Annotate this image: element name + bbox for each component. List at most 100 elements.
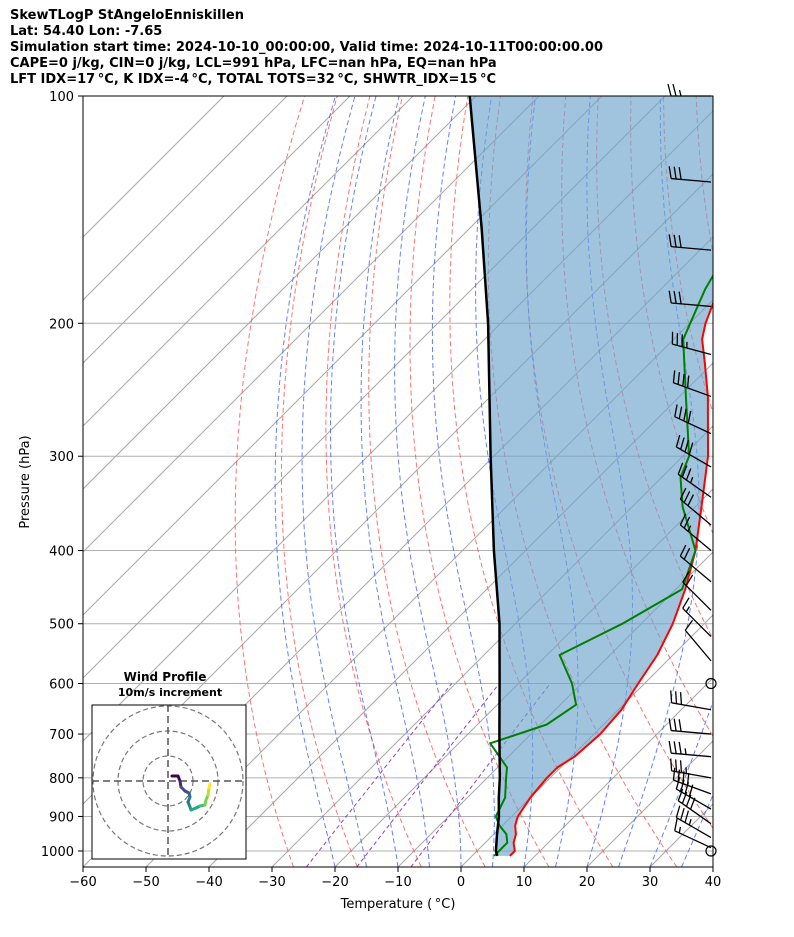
mixing-ratio-line <box>356 683 500 867</box>
moist-adiabat-line <box>274 96 336 867</box>
wind-barb-shaft <box>671 752 712 758</box>
title-indices: LFT IDX=17 °C, K IDX=-4 °C, TOTAL TOTS=3… <box>10 72 497 87</box>
wind-barb <box>668 740 712 758</box>
wind-barb <box>668 234 712 251</box>
wind-barb-flag <box>677 462 684 475</box>
wind-barb <box>671 331 712 356</box>
wind-barb-flag <box>675 434 681 448</box>
wind-barb-shaft <box>671 245 712 251</box>
wind-barb-half-flag <box>684 748 687 755</box>
wind-barb-shaft <box>672 343 712 356</box>
wind-barb <box>670 690 712 711</box>
y-tick-label: 700 <box>49 728 74 743</box>
wind-barb-flag <box>677 372 681 385</box>
wind-barb-half-flag <box>689 476 694 484</box>
parcel-profile-line <box>468 96 502 857</box>
wind-barb-flag <box>683 408 687 422</box>
wind-barb <box>672 370 712 398</box>
y-tick-label: 200 <box>49 317 74 332</box>
y-tick-label: 900 <box>49 810 74 825</box>
wind-barb-flag <box>684 782 690 795</box>
x-tick-label: −30 <box>258 875 285 890</box>
wind-barb-flag <box>683 491 691 503</box>
wind-barb-shaft <box>676 788 712 810</box>
y-tick-label: 300 <box>49 450 74 465</box>
wind-barb-shaft <box>677 473 712 498</box>
wind-barb-flag <box>675 759 678 772</box>
wind-barb-flag <box>680 779 685 792</box>
wind-barb <box>705 845 717 857</box>
wind-barb-flag <box>678 235 682 248</box>
wind-barb-flag <box>673 718 677 732</box>
wind-barb-flag <box>685 794 692 807</box>
wind-barb-shaft <box>674 416 712 435</box>
wind-barb-flag <box>678 167 682 180</box>
wind-barb-flag <box>679 487 687 500</box>
wind-barb-shaft <box>676 817 712 839</box>
dry-adiabat-line <box>663 96 713 415</box>
wind-barb <box>667 83 711 97</box>
wind-barb <box>677 462 712 498</box>
wind-barb-flag <box>685 574 694 586</box>
wind-barb-flag <box>668 234 672 247</box>
isotherm-line <box>83 96 603 616</box>
isotherm-line <box>83 96 288 301</box>
wind-barb-flag <box>674 818 678 831</box>
wind-barb-shaft <box>679 524 712 552</box>
wind-barb-flag <box>672 370 676 383</box>
wind-barb-shaft <box>676 446 712 468</box>
x-tick-label: 0 <box>457 875 465 890</box>
wind-barb-flag <box>678 719 682 732</box>
wind-barb-flag <box>688 784 694 797</box>
wind-barb-shaft <box>671 177 712 183</box>
wind-barb <box>668 290 712 308</box>
moist-adiabat-line <box>330 96 399 867</box>
cin-shaded-area <box>469 96 713 856</box>
x-tick-label: 30 <box>642 875 659 890</box>
isotherm-line <box>83 96 225 238</box>
dry-adiabat-line <box>368 96 486 867</box>
hodograph-frame <box>91 704 247 860</box>
wind-barb-flag <box>687 410 692 424</box>
x-tick-label: −20 <box>321 875 348 890</box>
wind-barb-flag <box>673 741 677 754</box>
wind-barb-flag <box>670 690 673 703</box>
wind-barb <box>679 513 712 552</box>
wind-barb-flag <box>675 691 678 704</box>
y-tick-label: 600 <box>49 678 74 693</box>
wind-barb-shaft <box>671 729 712 735</box>
wind-barb <box>668 718 712 735</box>
wind-barb-flag <box>668 740 672 754</box>
wind-barb-calm <box>705 845 717 857</box>
x-tick-label: 20 <box>579 875 596 890</box>
wind-barb-flag <box>684 439 690 453</box>
wind-barb-half-flag <box>678 826 682 834</box>
wind-barb-flag <box>688 442 694 455</box>
wind-barb-flag <box>668 290 672 304</box>
wind-barb <box>682 571 712 611</box>
hodograph-plot <box>92 705 246 859</box>
wind-barb-shaft <box>671 302 712 308</box>
y-axis-label: Pressure (hPa) <box>18 435 33 528</box>
mixing-ratio-line <box>410 683 551 867</box>
wind-barb-flag <box>689 797 696 810</box>
dry-adiabat-line <box>761 96 794 867</box>
wind-barb-shaft <box>671 702 712 711</box>
wind-barb <box>679 487 712 526</box>
wind-barb-flag <box>678 406 683 419</box>
moist-adiabat-line <box>649 699 713 867</box>
wind-barb <box>668 166 712 183</box>
wind-barb <box>674 818 712 849</box>
wind-barb-flag <box>670 758 673 771</box>
x-axis-label: Temperature ( °C) <box>340 897 456 912</box>
dry-adiabat-line <box>729 96 794 867</box>
wind-barb <box>674 404 712 435</box>
wind-barb <box>679 544 712 583</box>
inset-title: Wind Profile <box>123 670 207 684</box>
moist-adiabat-line <box>475 96 534 867</box>
isotherm-line <box>776 96 794 867</box>
title-latlon: Lat: 54.40 Lon: -7.65 <box>10 24 163 39</box>
wind-barb-half-flag <box>685 606 690 613</box>
wind-barb-flag <box>686 375 690 388</box>
